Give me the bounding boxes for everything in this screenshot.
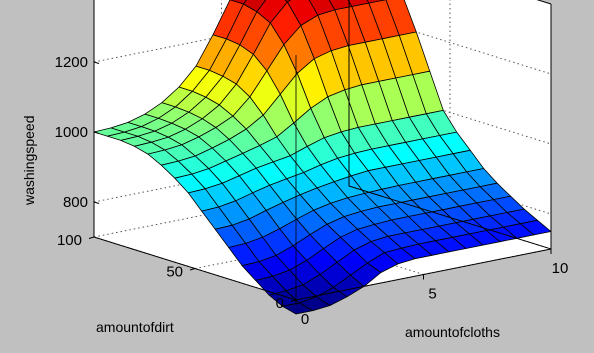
top-frame-edge [93,0,552,237]
surface-mesh [93,0,552,315]
y-tick-mark [88,236,95,239]
y-tick-mark [189,268,196,271]
y-axis-label: amountofdirt [96,319,174,335]
z-tick-mark [93,61,100,64]
z-tick-label: 800 [63,194,88,211]
z-tick-label: 1000 [55,124,88,141]
z-tick-label: 1200 [55,54,88,71]
y-tick-label: 0 [276,295,284,312]
x-tick-label: 5 [428,286,436,303]
surface-patch [520,219,552,236]
surface-patch [229,0,248,5]
y-tick-label: 100 [57,232,82,249]
z-axis-label: washingspeed [21,115,37,206]
y-tick-label: 50 [166,264,183,281]
x-axis-label: amountofcloths [405,324,500,340]
right-frame-edge [348,0,552,250]
x-tick-label: 10 [552,260,569,277]
z-tick-mark [93,131,100,134]
grid-line-z [93,10,552,75]
y-tick-mark [290,299,297,302]
x-tick-label: 0 [301,311,309,328]
z-tick-mark [93,201,100,204]
surface-patch [243,0,267,13]
